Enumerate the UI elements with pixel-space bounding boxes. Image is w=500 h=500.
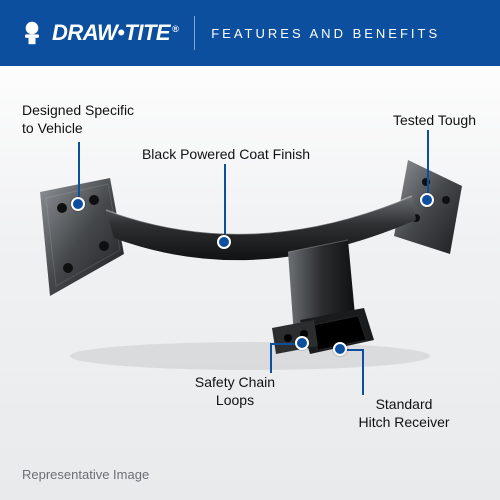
brand-logo: DRAW•TITE® (18, 19, 178, 47)
marker-tested (420, 193, 434, 207)
stage: Designed Specificto Vehicle Black Powere… (0, 66, 500, 500)
lead-tested (427, 130, 429, 194)
product-illustration (32, 156, 468, 376)
marker-finish (217, 235, 231, 249)
marker-receiver (333, 342, 347, 356)
callout-finish: Black Powered Coat Finish (126, 146, 326, 164)
header-tagline: FEATURES AND BENEFITS (211, 26, 440, 41)
callout-tested: Tested Tough (366, 112, 476, 130)
brand-tail: TITE (124, 20, 170, 45)
representative-note: Representative Image (22, 467, 149, 482)
lead-finish (224, 164, 226, 236)
lead-chain-v (270, 343, 272, 373)
callout-designed: Designed Specificto Vehicle (22, 102, 162, 137)
lead-receiver-h (346, 349, 362, 351)
marker-chain (295, 336, 309, 350)
brand-text: DRAW•TITE® (52, 20, 178, 46)
lead-designed (78, 142, 80, 198)
lead-receiver-v (362, 349, 364, 395)
header-bar: DRAW•TITE® FEATURES AND BENEFITS (0, 0, 500, 66)
header-separator (194, 16, 195, 50)
marker-designed (71, 197, 85, 211)
lead-chain-h (270, 343, 296, 345)
reg-mark: ® (172, 24, 178, 34)
callout-receiver: StandardHitch Receiver (344, 396, 464, 431)
callout-chain: Safety ChainLoops (180, 374, 290, 409)
hitch-ball-icon (18, 19, 46, 47)
brand-main: DRAW (52, 20, 117, 45)
